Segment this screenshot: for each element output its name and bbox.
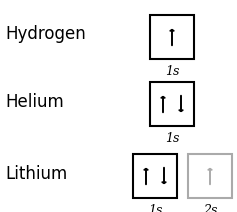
Text: 1s: 1s bbox=[165, 65, 179, 78]
Bar bbox=[150, 15, 194, 59]
Text: Hydrogen: Hydrogen bbox=[5, 25, 86, 43]
Text: 1s: 1s bbox=[148, 204, 162, 212]
Text: 1s: 1s bbox=[165, 132, 179, 145]
Text: Helium: Helium bbox=[5, 93, 64, 111]
Text: Lithium: Lithium bbox=[5, 165, 67, 183]
Bar bbox=[133, 154, 177, 198]
Bar bbox=[150, 82, 194, 126]
Text: 2s: 2s bbox=[203, 204, 217, 212]
Bar bbox=[188, 154, 232, 198]
